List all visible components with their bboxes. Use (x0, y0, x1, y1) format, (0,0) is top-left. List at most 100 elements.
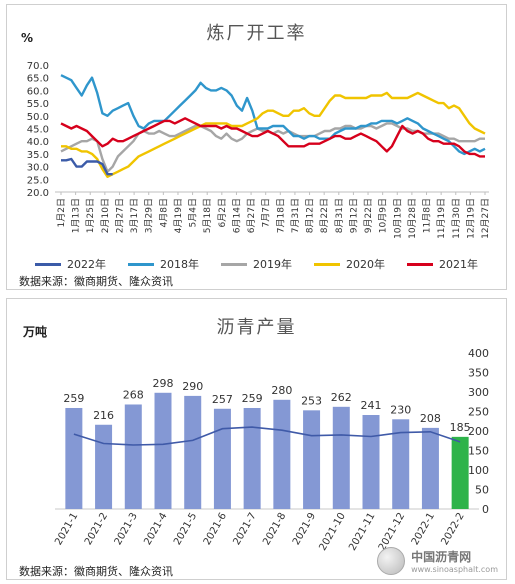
x-tick-label: 5月18日 (202, 198, 213, 233)
legend-label: 2022年 (67, 258, 106, 271)
y-tick-label: 55.0 (27, 99, 49, 110)
y-tick-label: 65.0 (27, 74, 49, 85)
x-tick-label: 6月2日 (217, 198, 228, 227)
bar (213, 408, 231, 509)
x-tick-label: 8月22日 (319, 198, 330, 233)
y-unit-label: 万吨 (23, 325, 48, 339)
legend-label: 2021年 (439, 258, 478, 271)
y-tick-label: 400 (468, 347, 489, 360)
bar-value-label: 290 (182, 380, 203, 393)
series-line-3 (61, 91, 486, 179)
legend-swatch (35, 262, 61, 266)
y-tick-label: 100 (468, 464, 489, 477)
x-tick-label: 1月2日 (56, 198, 67, 227)
bar-value-label: 216 (93, 409, 114, 422)
bar-chart-svg: 259 2021-1 216 2021-2 268 2021-3 298 2021-4 290 2… (53, 347, 489, 553)
x-tick-label: 9月12日 (348, 198, 359, 233)
bar (65, 407, 83, 509)
series-line-2 (60, 122, 485, 173)
bar (95, 424, 113, 509)
bar-value-label: 253 (301, 394, 322, 407)
bar-value-label: 208 (420, 412, 441, 425)
x-tick-label: 2021-4 (142, 511, 169, 547)
x-tick-label: 11月30日 (451, 198, 462, 239)
bar-value-label: 185 (450, 421, 471, 434)
y-tick-label: 45.0 (27, 125, 49, 136)
data-source: 数据来源：徽商期货、隆众资讯 (19, 565, 173, 578)
series-line-0 (61, 157, 113, 176)
y-tick-label: 300 (468, 386, 489, 399)
x-tick-label: 10月19日 (392, 198, 403, 239)
bar-value-label: 268 (123, 388, 144, 401)
x-tick-label: 8月31日 (334, 198, 345, 233)
line-chart-svg: 20.0 25.030.0 35.0 40.045.0 50.0 55.0 60.065.0… (27, 61, 491, 239)
x-tick-label: 2021-5 (172, 511, 199, 547)
x-tick-label: 10月9日 (378, 198, 389, 233)
x-tick-label: 2021-10 (317, 511, 347, 553)
x-tick-label: 2021-7 (232, 511, 259, 547)
x-tick-label: 4月19日 (173, 198, 184, 233)
x-tick-label: 2月10日 (100, 198, 111, 233)
x-tick-label: 2021-6 (202, 511, 229, 547)
legend-item: 2018年 (128, 256, 199, 272)
bar (243, 407, 261, 509)
x-tick-label: 2021-3 (113, 511, 140, 547)
x-tick-label: 9月22日 (363, 198, 374, 233)
x-tick-label: 2021-11 (347, 511, 377, 553)
legend-label: 2019年 (253, 258, 292, 271)
legend-swatch (314, 262, 340, 266)
watermark-logo-icon (377, 547, 406, 575)
y-tick-label: 350 (468, 367, 489, 380)
x-tick-label: 12月27日 (480, 198, 491, 239)
bar-value-label: 298 (153, 377, 174, 390)
y-tick-label: 70.0 (27, 61, 49, 72)
x-tick-label: 6月14日 (231, 198, 242, 233)
x-tick-label: 2021-1 (53, 511, 80, 547)
watermark-name: 中国沥青网 (411, 550, 472, 564)
x-tick-label: 3月29日 (144, 198, 155, 233)
legend-item: 2021年 (407, 256, 478, 272)
x-tick-label: 2021-9 (291, 511, 318, 547)
x-tick-label: 8月12日 (305, 198, 316, 233)
bar (303, 410, 321, 509)
bar-value-label: 280 (271, 384, 292, 397)
x-tick-label: 2021-8 (261, 511, 288, 547)
watermark-url: www.sinoasphalt.com (411, 565, 498, 574)
bar (154, 392, 172, 509)
bar-value-label: 257 (212, 393, 233, 406)
y-tick-label: 50 (475, 484, 489, 497)
bar-value-label: 230 (390, 403, 411, 416)
x-tick-label: 11月19日 (436, 198, 447, 239)
y-tick-label: 35.0 (27, 150, 49, 161)
bar (421, 427, 439, 509)
chart-title: 炼厂开工率 (206, 23, 307, 44)
x-tick-label: 10月28日 (407, 198, 418, 239)
legend-swatch (221, 262, 247, 266)
chart-legend: 2022年 2018年 2019年 2020年 2021年 (7, 256, 506, 272)
x-tick-label: 2022-1 (410, 511, 437, 547)
bar (332, 406, 350, 509)
y-tick-label: 250 (468, 406, 489, 419)
y-tick-label: 150 (468, 445, 489, 458)
legend-label: 2020年 (346, 258, 385, 271)
y-tick-label: 60.0 (27, 86, 49, 97)
refinery-utilization-chart: 炼厂开工率 % 20.0 25.0 30.0 35.0 40.0 45.0 50.0 55.0… (6, 4, 507, 290)
x-tick-label: 11月8日 (422, 198, 433, 233)
x-tick-label: 7月31日 (290, 198, 301, 233)
x-tick-label: 7月18日 (275, 198, 286, 233)
x-tick-label: 1月25日 (85, 198, 96, 233)
legend-swatch (128, 262, 154, 266)
legend-item: 2019年 (221, 256, 292, 272)
trend-line (73, 426, 461, 446)
x-tick-label: 1月13日 (71, 198, 82, 233)
chart-title: 沥青产量 (216, 317, 297, 338)
y-tick-label: 20.0 (27, 188, 49, 199)
x-tick-label: 2022-2 (440, 511, 467, 547)
y-tick-label: 40.0 (27, 137, 49, 148)
bar-value-label: 259 (242, 392, 263, 405)
bar (184, 395, 202, 509)
legend-item: 2022年 (35, 256, 106, 272)
y-tick-label: 0 (482, 503, 489, 516)
legend-label: 2018年 (160, 258, 199, 271)
x-tick-label: 5月4日 (188, 198, 199, 227)
